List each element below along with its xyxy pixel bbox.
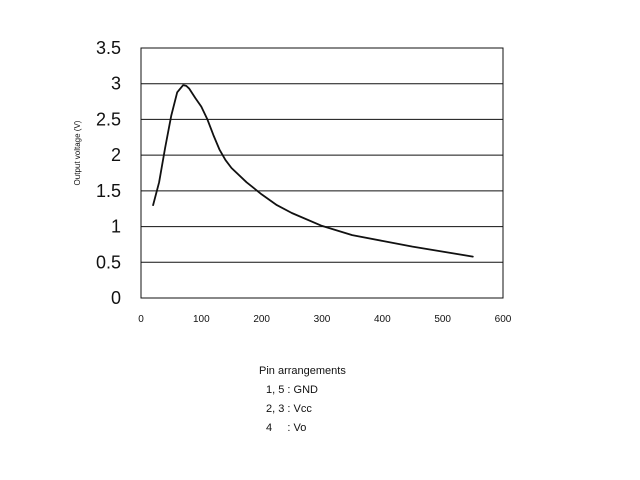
x-tick-labels: 0 100 200 300 400 500 600 [138,314,512,325]
pin-row-gnd: 1, 5 : GND [266,384,318,396]
pin-arrangements-note: Pin arrangements 1, 5 : GND 2, 3 : Vcc 4… [259,362,346,438]
y-tick-label: 0.5 [96,252,121,272]
x-tick-label: 400 [374,314,391,325]
pin-arrangements-heading: Pin arrangements [259,365,346,377]
y-tick-labels: 0 0.5 1 1.5 2 2.5 3 3.5 [96,38,121,308]
y-tick-label: 3.5 [96,38,121,58]
plot-area [140,47,504,299]
y-tick-label: 3 [111,74,121,94]
x-tick-label: 100 [193,314,210,325]
x-tick-label: 200 [253,314,270,325]
y-tick-label: 2.5 [96,109,121,129]
x-tick-label: 600 [495,314,512,325]
y-tick-label: 2 [111,145,121,165]
y-tick-label: 1 [111,217,121,237]
x-tick-label: 0 [138,314,144,325]
y-tick-label: 0 [111,288,121,308]
series-line [152,84,474,258]
pin-row-vo: 4 : Vo [266,422,307,434]
y-tick-label: 1.5 [96,181,121,201]
pin-row-vcc: 2, 3 : Vcc [266,403,312,415]
gridlines [141,83,503,263]
x-tick-label: 300 [314,314,331,325]
x-tick-label: 500 [434,314,451,325]
y-axis-label: Output voltage (V) [73,120,82,185]
